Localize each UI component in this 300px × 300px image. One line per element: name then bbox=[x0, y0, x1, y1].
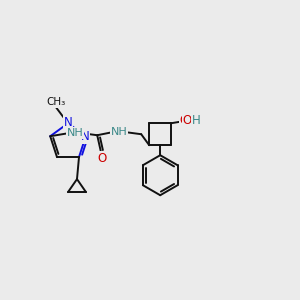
Text: O-H: O-H bbox=[180, 114, 202, 127]
Text: O: O bbox=[98, 152, 107, 165]
Text: O: O bbox=[183, 114, 192, 127]
Text: CH₃: CH₃ bbox=[46, 97, 66, 107]
Text: NH: NH bbox=[111, 127, 128, 137]
Text: N: N bbox=[80, 130, 89, 143]
Text: H: H bbox=[192, 114, 201, 127]
Text: NH: NH bbox=[67, 128, 84, 138]
Text: N: N bbox=[64, 116, 72, 129]
